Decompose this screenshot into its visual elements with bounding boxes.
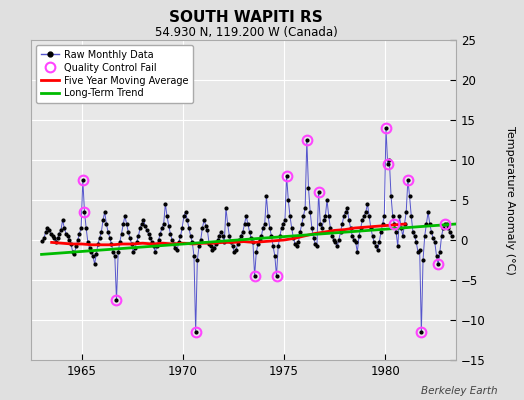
Text: SOUTH WAPITI RS: SOUTH WAPITI RS: [169, 10, 323, 25]
Legend: Raw Monthly Data, Quality Control Fail, Five Year Moving Average, Long-Term Tren: Raw Monthly Data, Quality Control Fail, …: [36, 45, 193, 103]
Text: Berkeley Earth: Berkeley Earth: [421, 386, 498, 396]
Y-axis label: Temperature Anomaly (°C): Temperature Anomaly (°C): [505, 126, 515, 274]
Text: 54.930 N, 119.200 W (Canada): 54.930 N, 119.200 W (Canada): [155, 26, 337, 39]
